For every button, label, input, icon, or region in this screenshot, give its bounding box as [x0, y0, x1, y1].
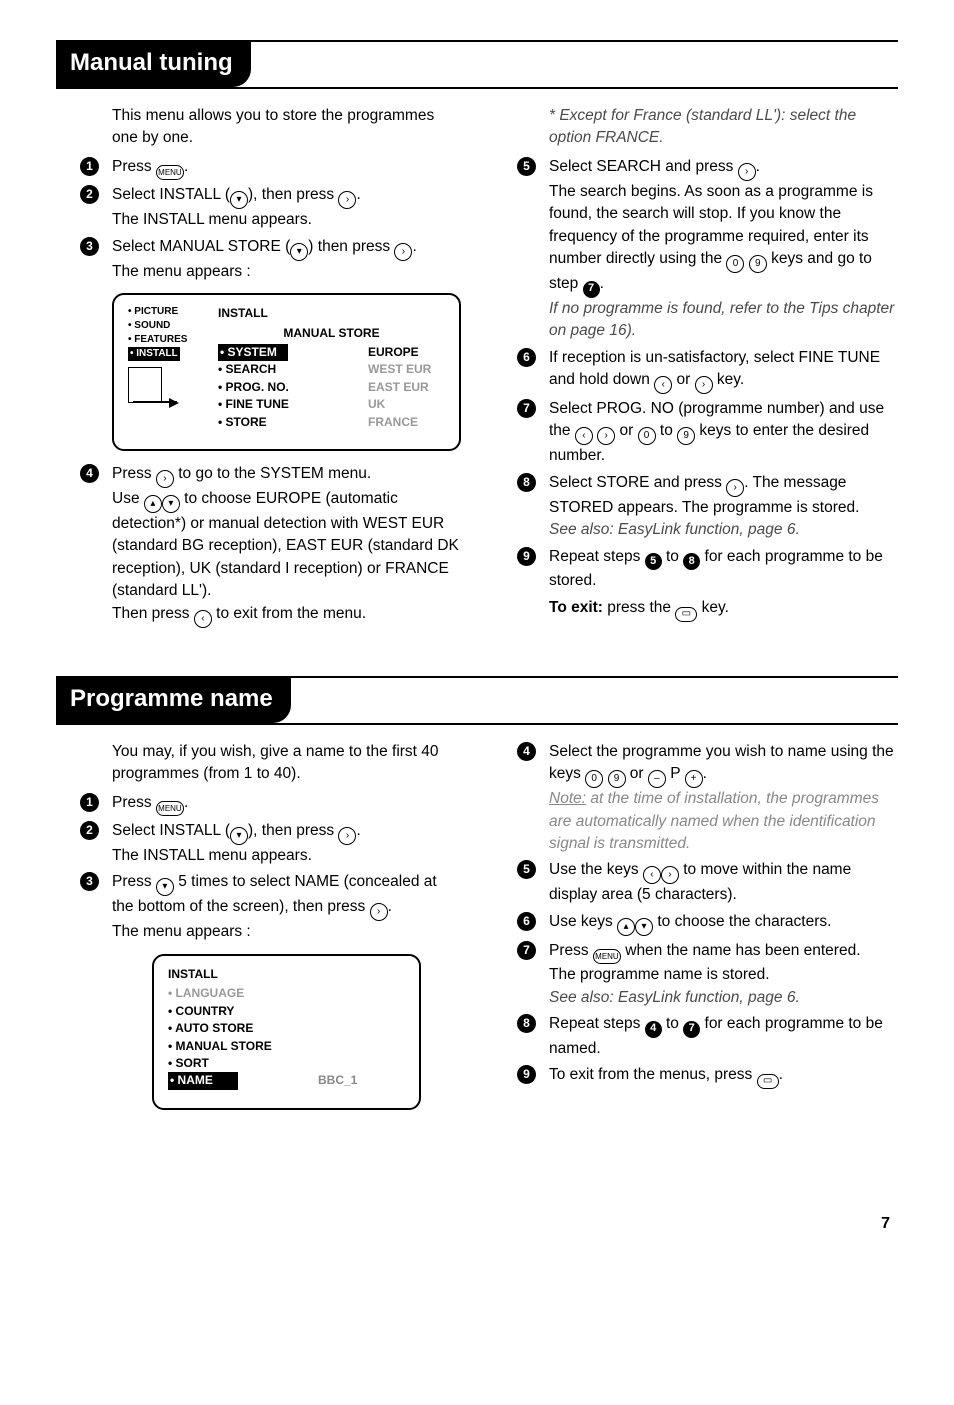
intro-text: This menu allows you to store the progra…	[112, 105, 461, 150]
left-icon: ‹	[643, 866, 661, 884]
section-title: Manual tuning	[56, 42, 251, 87]
right-icon: ›	[597, 427, 615, 445]
step-bullet-1: 1	[80, 157, 99, 176]
easylink-note: See also: EasyLink function, page 6.	[549, 521, 800, 538]
step-bullet-6: 6	[517, 348, 536, 367]
page-number: 7	[56, 1212, 898, 1235]
section-header-programme-name: Programme name	[56, 676, 898, 725]
right-icon: ›	[726, 479, 744, 497]
up-icon: ▴	[144, 495, 162, 513]
step-ref-7: 7	[583, 281, 600, 298]
exit-icon: ▭	[757, 1074, 779, 1089]
right-icon: ›	[338, 827, 356, 845]
install-name-panel: INSTALL • LANGUAGE • COUNTRY • AUTO STOR…	[152, 954, 421, 1110]
zero-icon: 0	[585, 770, 603, 788]
down-icon: ▾	[230, 827, 248, 845]
left-icon: ‹	[194, 610, 212, 628]
intro-text: You may, if you wish, give a name to the…	[112, 741, 461, 786]
down-icon: ▾	[162, 495, 180, 513]
easylink-note: See also: EasyLink function, page 6.	[549, 989, 800, 1006]
step-bullet-5: 5	[517, 157, 536, 176]
left-icon: ‹	[575, 427, 593, 445]
programme-name-columns: You may, if you wish, give a name to the…	[56, 741, 898, 1122]
section-title: Programme name	[56, 678, 291, 723]
step-text: The menu appears :	[112, 263, 251, 280]
menu-icon: MENU	[593, 949, 621, 964]
right-icon: ›	[661, 866, 679, 884]
nine-icon: 9	[608, 770, 626, 788]
step-text: The INSTALL menu appears.	[112, 211, 312, 228]
left-icon: ‹	[654, 376, 672, 394]
france-note: * Except for France (standard LL'): sele…	[549, 105, 898, 150]
no-programme-note: If no programme is found, refer to the T…	[549, 300, 894, 339]
exit-icon: ▭	[675, 607, 697, 622]
right-icon: ›	[394, 243, 412, 261]
menu-icon: MENU	[156, 801, 184, 816]
zero-icon: 0	[726, 255, 744, 273]
step-ref-5: 5	[645, 553, 662, 570]
down-icon: ▾	[290, 243, 308, 261]
note-label: Note:	[549, 790, 586, 807]
manual-tuning-columns: This menu allows you to store the progra…	[56, 105, 898, 632]
up-icon: ▴	[617, 918, 635, 936]
right-icon: ›	[338, 191, 356, 209]
to-exit-label: To exit:	[549, 599, 603, 616]
down-icon: ▾	[230, 191, 248, 209]
right-icon: ›	[738, 163, 756, 181]
step-bullet-2: 2	[80, 185, 99, 204]
zero-icon: 0	[638, 427, 656, 445]
right-icon: ›	[156, 470, 174, 488]
minus-icon: –	[648, 770, 666, 788]
step-bullet-8: 8	[517, 473, 536, 492]
right-icon: ›	[370, 903, 388, 921]
menu-icon: MENU	[156, 165, 184, 180]
section-header-manual-tuning: Manual tuning	[56, 40, 898, 89]
step-text: Press	[112, 158, 156, 175]
install-manual-store-panel: • PICTURE • SOUND • FEATURES • INSTALL I…	[112, 293, 461, 451]
step-ref-8: 8	[683, 553, 700, 570]
step-bullet-3: 3	[80, 237, 99, 256]
step-bullet-4: 4	[80, 464, 99, 483]
down-icon: ▾	[156, 878, 174, 896]
plus-icon: +	[685, 770, 703, 788]
nine-icon: 9	[677, 427, 695, 445]
step-bullet-7: 7	[517, 399, 536, 418]
nine-icon: 9	[749, 255, 767, 273]
step-bullet-9: 9	[517, 547, 536, 566]
right-icon: ›	[695, 376, 713, 394]
step-ref-4: 4	[645, 1021, 662, 1038]
down-icon: ▾	[635, 918, 653, 936]
step-ref-7: 7	[683, 1021, 700, 1038]
